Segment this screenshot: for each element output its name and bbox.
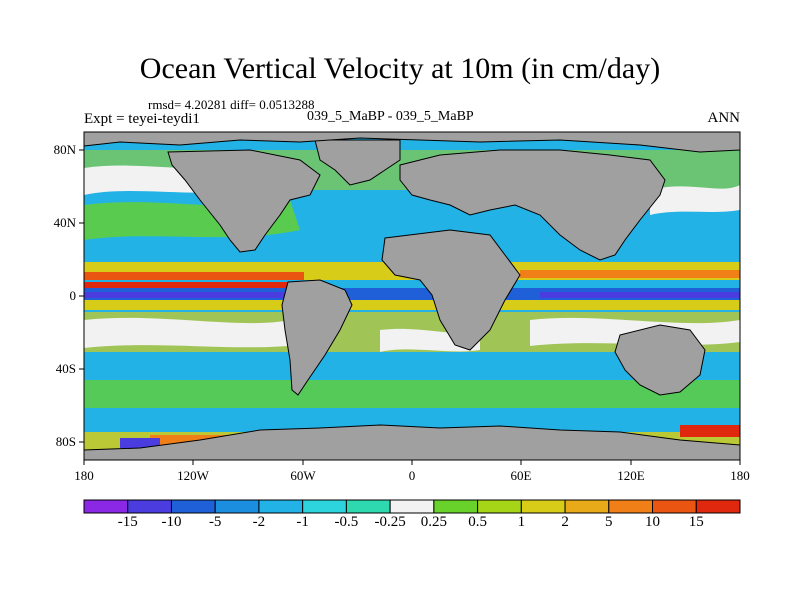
- lon-label: 0: [408, 468, 416, 483]
- lon-label: 60E: [510, 468, 532, 483]
- ocean-band: [84, 292, 324, 298]
- lat-label: 40N: [53, 215, 76, 230]
- lat-label: 0: [69, 288, 77, 303]
- ocean-band: [84, 282, 304, 288]
- colorbar-label: 1: [517, 514, 526, 530]
- ocean-band: [84, 272, 304, 280]
- colorbar-label: -0.25: [374, 514, 406, 530]
- run-subtitle: 039_5_MaBP - 039_5_MaBP: [307, 109, 474, 124]
- colorbar-swatch: [433, 499, 479, 514]
- land-antarctica: [84, 424, 740, 460]
- lat-label: 80S: [55, 434, 76, 449]
- land-south-america: [281, 279, 353, 396]
- colorbar-swatch: [564, 499, 610, 514]
- ocean-band: [150, 435, 230, 445]
- ocean-band: [650, 185, 740, 215]
- colorbar-swatch: [258, 499, 304, 514]
- lon-label: 60W: [290, 468, 316, 483]
- colorbar-swatch: [345, 499, 391, 514]
- colorbar-labels: -15 -10 -5 -2 -1 -0.5 -0.25 0.25 0.5 1 2 5 10 15: [0, 514, 800, 536]
- colorbar-label: -10: [161, 514, 182, 530]
- colorbar-swatch: [520, 499, 566, 514]
- land-arctic: [84, 132, 740, 153]
- land-australia: [614, 324, 706, 396]
- colorbar-label: 15: [688, 514, 704, 530]
- colorbar-swatch: [652, 499, 697, 514]
- colorbar-label: 0.25: [420, 514, 447, 530]
- lat-label: 40S: [55, 361, 76, 376]
- axis-ticks: [79, 149, 741, 465]
- lon-label: 180: [730, 468, 750, 483]
- colorbar-label: -5: [208, 514, 222, 530]
- colorbar-swatch: [302, 499, 347, 514]
- ocean-band: [120, 438, 160, 448]
- season-label: ANN: [707, 110, 741, 126]
- lat-label: 80N: [53, 142, 76, 157]
- colorbar-label: -0.5: [334, 514, 359, 530]
- colorbar-swatch: [214, 499, 260, 514]
- colorbar-swatch: [83, 499, 129, 514]
- ocean-band: [84, 317, 300, 348]
- colorbar-label: 10: [645, 514, 661, 530]
- colorbar-swatch: [695, 499, 741, 514]
- ocean-band: [680, 425, 740, 437]
- ocean-band: [540, 292, 740, 298]
- colorbar-swatch: [477, 499, 522, 514]
- colorbar-swatch: [389, 499, 435, 514]
- map-title: Ocean Vertical Velocity at 10m (in cm/da…: [139, 52, 661, 85]
- colorbar-label: -1: [296, 514, 309, 530]
- land-africa: [381, 229, 521, 351]
- colorbar-label: -2: [252, 514, 266, 530]
- colorbar-label: 2: [561, 514, 569, 530]
- colorbar-swatch: [170, 499, 216, 514]
- colorbar-label: 0.5: [468, 514, 487, 530]
- colorbar-label: -15: [117, 514, 138, 530]
- rmsd-diff-stats: rmsd= 4.20281 diff= 0.0513288: [148, 97, 315, 112]
- land-north-america: [167, 149, 321, 253]
- lon-label: 120E: [617, 468, 645, 483]
- land-greenland: [314, 139, 401, 186]
- ocean-band: [520, 270, 740, 278]
- lon-label: 120W: [177, 468, 209, 483]
- colorbar-swatch: [127, 499, 172, 514]
- ocean-band: [84, 380, 740, 408]
- land-eurasia: [399, 149, 666, 261]
- colorbar-swatch: [608, 499, 654, 514]
- experiment-label: Expt = teyei-teydi1: [84, 111, 200, 127]
- ocean-band: [84, 300, 740, 310]
- map-panel: [84, 132, 740, 460]
- colorbar-label: 5: [605, 514, 613, 530]
- colorbar: [83, 499, 741, 514]
- lon-label: 180: [74, 468, 94, 483]
